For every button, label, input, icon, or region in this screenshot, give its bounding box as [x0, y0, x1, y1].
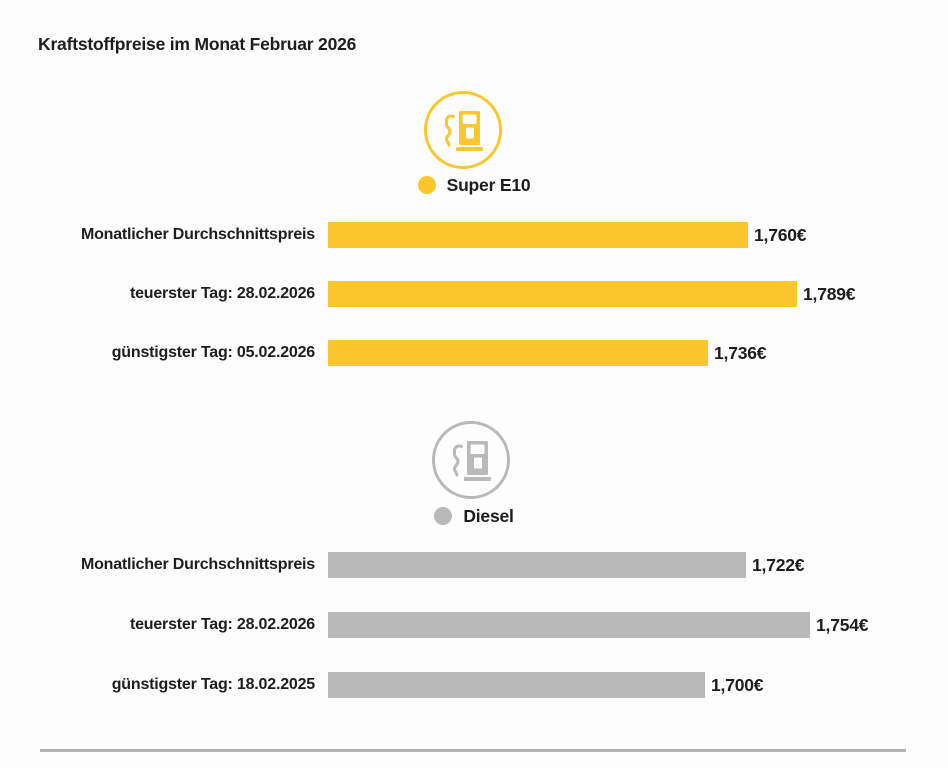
bar-row: teuerster Tag: 28.02.2026 1,754€	[38, 612, 869, 638]
legend-diesel: Diesel	[0, 506, 948, 526]
bar	[328, 612, 810, 638]
bar	[328, 672, 705, 698]
bar-row: Monatlicher Durchschnittspreis 1,722€	[38, 552, 868, 578]
fuel-pump-badge	[424, 91, 502, 169]
bar-rows-diesel: Monatlicher Durchschnittspreis 1,722€ teue…	[38, 552, 869, 732]
bar	[328, 552, 746, 578]
legend-label: Super E10	[446, 174, 531, 195]
bar-value-label: 1,789€	[803, 283, 856, 304]
bar-value-label: 1,760€	[754, 224, 807, 245]
bar-value-label: 1,722€	[752, 554, 805, 575]
fuel-pump-badge	[432, 421, 510, 499]
bar-category-label: teuerster Tag: 28.02.2026	[129, 616, 315, 633]
bar-category-label: Monatlicher Durchschnittspreis	[80, 556, 315, 573]
bar-row: günstigster Tag: 05.02.2026 1,736€	[38, 340, 855, 366]
bar-category-label: günstigster Tag: 18.02.2025	[111, 676, 315, 693]
legend-dot	[417, 176, 436, 194]
legend-dot	[434, 507, 453, 525]
bar-category-label: Monatlicher Durchschnittspreis	[80, 226, 315, 243]
bar-row: Monatlicher Durchschnittspreis 1,760€	[38, 222, 855, 248]
bar-value-label: 1,736€	[714, 342, 767, 363]
bar-row: günstigster Tag: 18.02.2025 1,700€	[38, 672, 868, 698]
bar-value-label: 1,700€	[711, 674, 764, 695]
bar	[328, 222, 748, 248]
bar-row: teuerster Tag: 28.02.2026 1,789€	[38, 281, 856, 307]
bar-category-label: günstigster Tag: 05.02.2026	[111, 344, 315, 361]
bottom-divider	[40, 749, 906, 752]
legend-label: Diesel	[463, 505, 514, 526]
page-title: Kraftstoffpreise im Monat Februar 2026	[38, 34, 357, 54]
fuel-pump-icon	[452, 441, 491, 481]
legend-super-e10: Super E10	[0, 175, 948, 195]
bar	[328, 340, 708, 366]
fuel-pump-icon	[444, 111, 483, 151]
bar-value-label: 1,754€	[816, 614, 869, 635]
bar-category-label: teuerster Tag: 28.02.2026	[129, 285, 315, 302]
bar	[328, 281, 797, 307]
bar-rows-super-e10: Monatlicher Durchschnittspreis 1,760€ teue…	[38, 222, 856, 399]
